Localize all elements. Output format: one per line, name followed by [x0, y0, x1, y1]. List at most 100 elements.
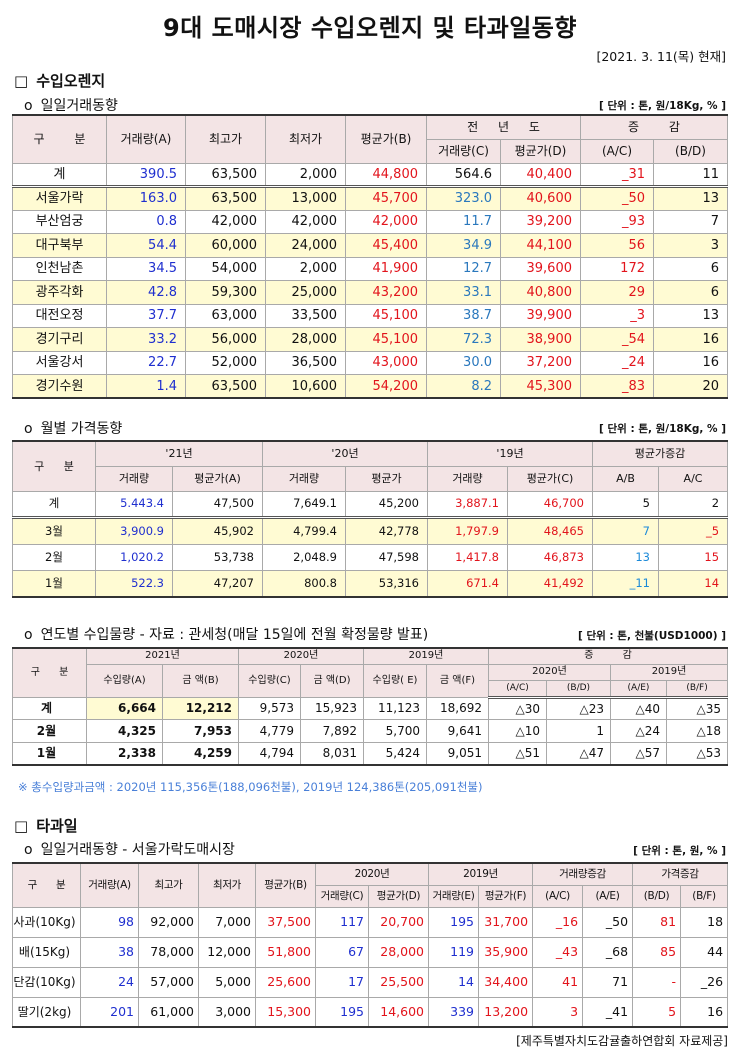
table-cell: 13 [653, 186, 728, 211]
table-cell: 16 [680, 996, 729, 1028]
table-cell: 72.3 [426, 327, 501, 352]
table-cell: 56,000 [185, 327, 266, 352]
table-cell: 195 [428, 906, 480, 938]
table-cell: 54,200 [345, 374, 427, 399]
col-header-b-d: (B/D) [653, 138, 728, 164]
table-cell: 28,000 [367, 936, 430, 968]
row-label: 1월 [12, 570, 96, 598]
month-row: 2월 1,020.2 53,738 2,048.9 47,598 1,417.8 46,87… [12, 543, 729, 571]
report-date: [2021. 3. 11(목) 현재] [596, 49, 726, 64]
table-cell: 15,923 [300, 696, 364, 720]
table-cell: 3 [653, 233, 728, 258]
row-label: 단감(10Kg) [12, 966, 81, 998]
table-cell: 9,573 [238, 696, 301, 720]
table-cell: △57 [610, 741, 667, 765]
table-cell: 56 [580, 233, 654, 258]
col-header-prev-year: 전 년 도 [426, 114, 581, 140]
table-cell: _83 [580, 374, 654, 399]
table-cell: 11 [653, 162, 728, 188]
table-cell: _26 [680, 966, 729, 998]
table-cell: 44,800 [345, 162, 427, 188]
table-cell: 13 [653, 303, 728, 328]
table-cell: △18 [665, 719, 729, 743]
market-row: 부산엄궁 0.8 42,000 42,000 42,000 11.7 39,200 _93 7 [12, 209, 728, 234]
col-header-b-d: (B/D) [632, 884, 682, 908]
table-cell: 11.7 [426, 209, 501, 234]
bullet-marker: o [24, 627, 33, 643]
table-cell: 37,200 [500, 350, 581, 375]
table-cell: 4,779 [238, 719, 301, 743]
total-row: 계 390.5 63,500 2,000 44,800 564.6 40,400 _31 11 [12, 162, 728, 188]
unit-label: [ 단위 : 톤, 원/18Kg, % ] [599, 423, 726, 435]
table-cell: 7,649.1 [262, 490, 346, 519]
table-cell: △53 [665, 741, 729, 765]
table-cell: 47,500 [172, 490, 263, 519]
table-cell: 52,000 [185, 350, 266, 375]
col-header-import-c: 수입량(C) [238, 663, 301, 698]
col-header-avg-19: 평균가(C) [507, 465, 593, 492]
table-cell: 11,123 [363, 696, 427, 720]
fruit-row: 사과(10Kg) 98 92,000 7,000 37,500 117 20,700 195 3… [12, 906, 729, 938]
row-label: 광주각화 [12, 280, 107, 305]
bullet-marker: o [24, 98, 33, 114]
table-cell: _43 [532, 936, 584, 968]
table-cell: 25,000 [265, 280, 346, 305]
table-cell: 323.0 [426, 186, 501, 211]
table-cell: _50 [582, 906, 634, 938]
col-header-year-19: '19년 [427, 440, 593, 467]
table-cell: 40,800 [500, 280, 581, 305]
col-header-volume-change: 거래량증감 [532, 862, 634, 886]
table-cell: 34,400 [478, 966, 534, 998]
col-header-price-change: 가격증감 [632, 862, 729, 886]
row-label: 2월 [12, 543, 96, 571]
unit-label: [ 단위 : 톤, 천불(USD1000) ] [578, 630, 726, 642]
table-cell: △24 [610, 719, 667, 743]
table-cell: 5,424 [363, 741, 427, 765]
section-heading-other-fruit: □ 타과일 [14, 815, 78, 836]
table-cell: 15,300 [255, 996, 316, 1028]
col-header-category: 구 분 [12, 647, 87, 698]
table-cell: 36,500 [265, 350, 346, 375]
table-cell: 61,000 [138, 996, 199, 1028]
table-cell: 1.4 [106, 374, 186, 399]
col-header-a-c: (A/C) [580, 138, 654, 164]
table-cell: 2 [657, 490, 729, 519]
table-cell: △47 [546, 741, 611, 765]
row-label: 2월 [12, 719, 87, 743]
orange-daily-table: 구 분 거래량(A) 최고가 최저가 평균가(B) 전 년 도 증 감 거래량(… [12, 114, 728, 399]
table-cell: △10 [488, 719, 547, 743]
table-cell: 16 [653, 327, 728, 352]
table-cell: 71 [582, 966, 634, 998]
data-source-credit: [제주특별자치도감귤출하연합회 자료제공] [516, 1034, 728, 1048]
row-label: 계 [12, 490, 96, 519]
table-cell: 25,500 [367, 966, 430, 998]
col-header-avg-21: 평균가(A) [172, 465, 263, 492]
table-cell: △30 [488, 696, 547, 720]
table-cell: 14 [657, 570, 729, 598]
market-row: 대전오정 37.7 63,000 33,500 45,100 38.7 39,900 _3 13 [12, 303, 728, 328]
table-cell: 117 [315, 906, 369, 938]
table-cell: 42,000 [345, 209, 427, 234]
table-cell: 0.8 [106, 209, 186, 234]
col-header-avg-b: 평균가(B) [345, 114, 427, 164]
col-header-2019: 2019년 [363, 647, 489, 665]
table-cell: △35 [665, 696, 729, 720]
col-header-2020: 2020년 [314, 862, 430, 886]
table-cell: 63,500 [185, 374, 266, 399]
col-header-a-b: A/B [592, 465, 659, 492]
table-cell: 28,000 [265, 327, 346, 352]
table-cell: 7,953 [162, 719, 239, 743]
table-cell: 1 [546, 719, 611, 743]
table-cell: 20,700 [367, 906, 430, 938]
table-cell: 39,900 [500, 303, 581, 328]
col-header-category: 구 분 [12, 440, 96, 492]
col-header-min-price: 최저가 [265, 114, 346, 164]
table-cell: 12,212 [162, 696, 239, 720]
market-row: 서울가락 163.0 63,500 13,000 45,700 323.0 40,600 _5… [12, 186, 728, 211]
table-cell: _54 [580, 327, 654, 352]
section-marker: □ [14, 817, 29, 835]
month-row: 3월 3,900.9 45,902 4,799.4 42,778 1,797.9 48,46… [12, 517, 729, 545]
col-header-volume-c: 거래량(C) [315, 884, 369, 908]
table-cell: 12,000 [198, 936, 256, 968]
